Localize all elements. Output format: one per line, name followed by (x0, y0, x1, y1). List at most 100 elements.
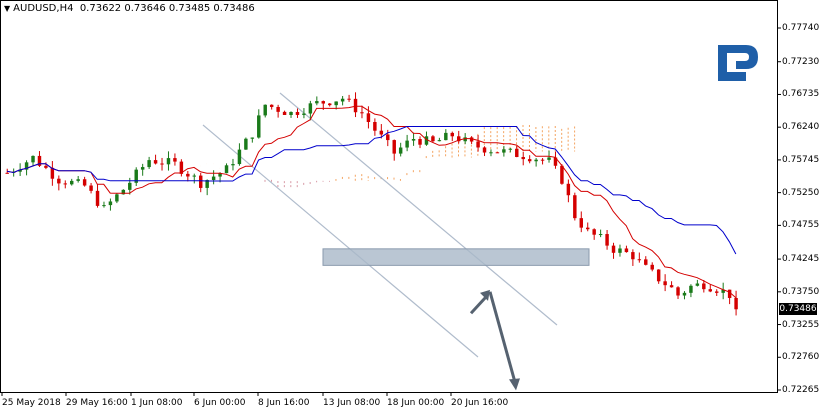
candle-body (379, 130, 384, 135)
candle-body (521, 156, 525, 160)
candle-body (734, 297, 738, 310)
candle-body (573, 195, 577, 219)
candle-body (418, 139, 422, 145)
candle-body (405, 140, 409, 148)
candle-body (134, 169, 138, 183)
candle-body (321, 101, 325, 104)
candle-body (527, 159, 532, 162)
candles (5, 92, 738, 316)
candle-body (192, 175, 196, 177)
price-axis-label: 0.77740 (782, 23, 820, 33)
candle-body (115, 194, 119, 202)
candle-body (695, 283, 700, 286)
candle-body (186, 173, 190, 177)
broker-r-logo-icon (718, 45, 758, 81)
candle-body (63, 183, 67, 185)
candle-body (437, 140, 442, 142)
candle-body (166, 158, 171, 165)
price-axis-label: 0.76240 (782, 122, 820, 133)
candle-body (457, 136, 461, 142)
candle-body (656, 269, 661, 282)
candle-body (128, 182, 132, 190)
candle-body (295, 111, 300, 115)
price-axis-label: 0.72265 (782, 385, 820, 395)
candle-body (644, 259, 648, 265)
candle-body (579, 218, 583, 228)
candle-body (398, 147, 403, 154)
candle-body (224, 165, 229, 174)
time-axis-label: 1 Jun 08:00 (131, 398, 183, 408)
candle-body (153, 160, 158, 164)
time-axis-label: 8 Jun 16:00 (258, 398, 310, 408)
dropdown-triangle-icon[interactable]: ▼ (4, 4, 11, 13)
candle-body (540, 159, 545, 161)
candle-body (5, 172, 9, 174)
candle-body (702, 283, 706, 290)
candle-body (340, 98, 345, 102)
candle-body (605, 234, 609, 246)
symbol-label: AUDUSD,H4 (13, 3, 74, 14)
time-axis-label: 29 May 16:00 (66, 398, 128, 408)
candle-body (95, 190, 100, 206)
candle-body (624, 248, 629, 253)
channel-lower-line (202, 124, 479, 358)
candle-body (411, 139, 416, 141)
candle-body (508, 148, 513, 150)
forecast-arrows (469, 289, 520, 391)
candle-body (199, 175, 203, 188)
candle-body (302, 113, 306, 115)
candle-body (347, 98, 351, 100)
candle-body (669, 285, 674, 288)
candle-body (353, 98, 358, 113)
candle-body (147, 160, 151, 168)
candle-body (173, 158, 177, 162)
candle-body (489, 152, 493, 154)
candle-body (102, 205, 106, 207)
candle-body (269, 104, 274, 107)
candle-body (76, 179, 80, 181)
candle-body (244, 138, 248, 150)
candle-body (108, 201, 113, 206)
candle-body (618, 248, 622, 253)
candle-body (257, 115, 261, 138)
candle-body (179, 161, 184, 174)
candle-body (637, 259, 642, 261)
axis-ticks (1, 27, 781, 396)
kijun-line (6, 126, 737, 255)
candle-body (676, 287, 680, 296)
forecast-arrow-up (469, 294, 489, 315)
candle-body (121, 189, 126, 195)
candle-body (444, 132, 448, 141)
candle-body (82, 179, 87, 186)
candle-body (463, 137, 467, 142)
candle-body (495, 152, 500, 154)
candle-body (282, 111, 287, 115)
time-axis-label: 6 Jun 00:00 (194, 398, 246, 408)
candle-body (631, 252, 635, 260)
candle-body (328, 103, 332, 106)
candle-body (308, 103, 313, 114)
current-price-badge: 0.73486 (779, 303, 817, 316)
candle-body (450, 132, 454, 137)
price-axis-label: 0.77230 (782, 56, 820, 67)
candle-body (469, 137, 474, 142)
candle-body (592, 229, 596, 235)
tenkan-line (6, 105, 737, 299)
candle-body (424, 136, 429, 145)
candle-body (560, 165, 564, 184)
price-axis-label: 0.75250 (782, 187, 820, 198)
candle-body (586, 227, 590, 230)
price-axis-label: 0.76735 (782, 89, 820, 100)
candle-body (250, 137, 255, 139)
candle-body (689, 285, 693, 293)
candle-body (44, 165, 48, 168)
candle-body (263, 104, 267, 116)
arrow-head-icon (509, 378, 520, 391)
candle-body (24, 162, 29, 170)
candle-body (289, 111, 293, 115)
candle-body (386, 134, 390, 141)
candle-body (70, 180, 74, 185)
price-axis-label: 0.74245 (782, 254, 820, 265)
